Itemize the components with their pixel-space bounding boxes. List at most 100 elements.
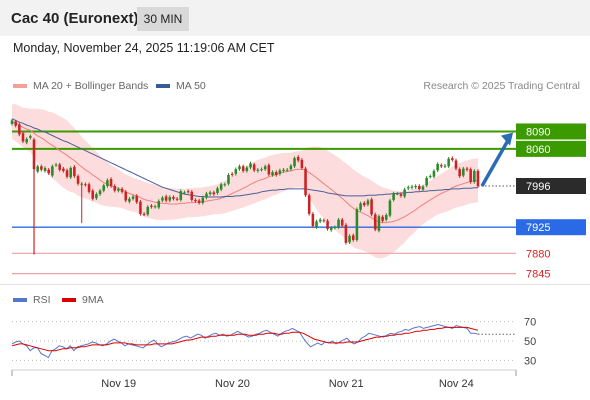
candle-body — [267, 165, 271, 175]
candle-body — [282, 169, 285, 171]
candle-body — [322, 220, 326, 222]
candle-body — [304, 168, 307, 196]
candle-body — [476, 170, 480, 187]
level-label-8060: 8060 — [526, 144, 550, 156]
candle-body — [14, 121, 17, 126]
candle-body — [109, 179, 113, 187]
candle-body — [344, 224, 348, 243]
candle-body — [124, 191, 128, 201]
header-bar: Cac 40 (Euronext) 30 MIN — [0, 0, 590, 36]
candle-body — [395, 193, 399, 195]
candle-body — [29, 136, 32, 138]
candle-body — [315, 221, 318, 228]
candle-body — [175, 198, 179, 200]
9ma-swatch — [62, 298, 76, 303]
candle-body — [216, 188, 219, 193]
candle-body — [69, 168, 72, 178]
candle-body — [10, 120, 14, 124]
candle-body — [150, 205, 153, 207]
chart-title: Cac 40 (Euronext) — [11, 10, 139, 27]
candle-body — [157, 201, 161, 208]
candle-body — [263, 166, 267, 170]
candle-body — [370, 199, 373, 215]
rsi-tick-70: 70 — [524, 317, 536, 329]
timeframe-button[interactable]: 30 MIN — [137, 7, 189, 31]
candle-body — [113, 186, 117, 191]
candle-body — [25, 139, 28, 143]
candle-body — [205, 193, 208, 198]
candle-body — [36, 166, 39, 172]
projection-arrowhead — [501, 132, 513, 146]
candle-body — [296, 156, 300, 161]
candle-body — [366, 200, 370, 205]
candle-body — [403, 189, 406, 197]
candle-body — [58, 164, 61, 170]
candle-body — [142, 213, 146, 215]
candle-body — [179, 191, 183, 200]
level-tag-7996 — [516, 178, 586, 195]
candle-body — [238, 166, 241, 170]
candle-body — [249, 163, 252, 168]
candle-body — [212, 192, 216, 195]
candle-body — [274, 172, 278, 175]
level-label-7880: 7880 — [526, 248, 550, 260]
candle-body — [381, 216, 384, 221]
candle-body — [469, 169, 472, 182]
legend-rsi: RSI — [13, 294, 51, 306]
candle-body — [234, 169, 238, 174]
candle-body — [285, 169, 289, 171]
candle-body — [373, 214, 377, 230]
candle-body — [406, 187, 410, 189]
candle-body — [337, 219, 340, 228]
candle-body — [421, 186, 425, 190]
ma20-swatch — [13, 84, 27, 89]
candle-body — [245, 167, 249, 171]
candle-body — [18, 124, 21, 135]
candle-body — [135, 195, 139, 203]
candle-body — [351, 235, 355, 240]
candle-body — [84, 184, 87, 186]
legend-ma50: MA 50 — [156, 80, 206, 92]
candle-body — [87, 184, 91, 192]
ma50-swatch — [156, 84, 170, 89]
candle-body — [183, 192, 186, 194]
candle-body — [43, 168, 47, 171]
candle-body — [146, 206, 150, 215]
candle-body — [318, 219, 322, 222]
candle-body — [362, 202, 366, 206]
candle-body — [311, 213, 315, 227]
candle-body — [76, 176, 80, 184]
candle-body — [443, 165, 447, 167]
candle-body — [120, 188, 124, 192]
candle-body — [429, 176, 432, 178]
bollinger-band — [12, 104, 478, 259]
candle-body — [432, 170, 436, 177]
candle-body — [418, 186, 421, 189]
candle-body — [355, 209, 359, 240]
candle-body — [194, 199, 197, 202]
candle-body — [190, 191, 194, 200]
level-tag-8060 — [516, 140, 586, 157]
candle-body — [161, 197, 164, 201]
candle-body — [230, 173, 234, 175]
candle-body — [252, 164, 256, 171]
candle-body — [32, 139, 36, 170]
candle-body — [399, 194, 403, 196]
candle-body — [392, 193, 395, 200]
candle-body — [414, 186, 417, 188]
candle-body — [462, 168, 465, 176]
datetime-label: Monday, November 24, 2025 11:19:06 AM CE… — [13, 41, 275, 55]
candle-body — [47, 169, 50, 174]
candle-body — [21, 133, 25, 142]
candle-body — [51, 166, 54, 176]
level-label-7845: 7845 — [526, 269, 550, 281]
candle-body — [219, 184, 223, 190]
candle-body — [278, 170, 282, 174]
candle-body — [260, 169, 263, 171]
rsi-tick-30: 30 — [524, 355, 536, 367]
candle-body — [168, 197, 172, 201]
candle-body — [348, 235, 351, 243]
candle-body — [454, 160, 458, 169]
level-tag-8090 — [516, 123, 586, 140]
